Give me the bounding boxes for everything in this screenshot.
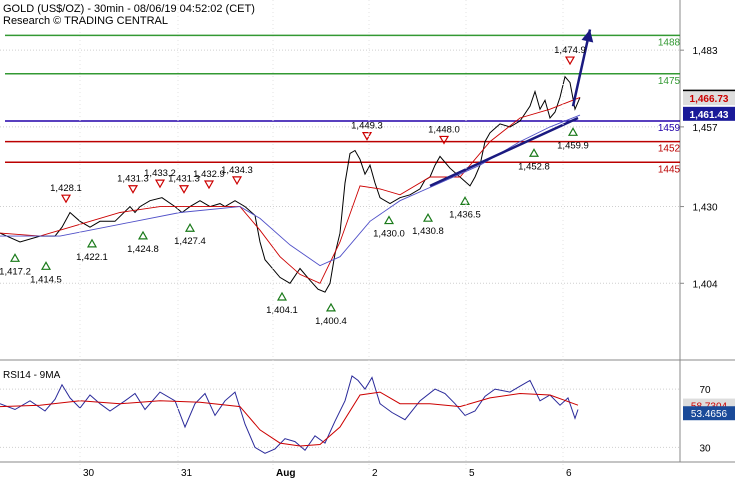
time-axis-label: 5 — [469, 468, 475, 479]
level-label-1452: 1452 — [658, 144, 681, 155]
level-label-1445: 1445 — [658, 164, 681, 175]
rsi-title: RSI14 - 9MA — [3, 370, 61, 381]
trendline-1 — [571, 29, 592, 107]
swing-low-label: 1,404.1 — [266, 305, 298, 316]
current-price-tags: 1,467.251,466.731,461.43 — [683, 89, 735, 121]
swing-low-label: 1,430.0 — [373, 229, 405, 240]
swing-high-label: 1,448.0 — [428, 124, 460, 135]
swing-low-marker — [40, 261, 52, 270]
time-axis-label: 31 — [181, 468, 193, 479]
swing-high-marker — [438, 135, 450, 145]
swing-high-label: 1,449.3 — [351, 121, 383, 132]
swing-low-marker — [528, 148, 540, 157]
swing-low-marker — [325, 302, 337, 312]
price-tag-label: 1,461.43 — [690, 110, 729, 121]
swing-high-label: 1,431.3 — [117, 174, 149, 185]
trendline-0 — [429, 116, 579, 188]
level-label-1459: 1459 — [658, 123, 681, 134]
trendline-arrowhead — [581, 29, 594, 43]
swing-high-marker — [178, 185, 190, 194]
swing-high-label: 1,434.3 — [221, 165, 253, 176]
time-axis-label: 30 — [83, 468, 95, 479]
price-tick-label: 1,430 — [692, 203, 717, 214]
time-axis-label: Aug — [276, 468, 295, 479]
swing-low-label: 1,427.4 — [174, 236, 206, 247]
chart-source: Research © TRADING CENTRAL — [3, 15, 168, 27]
price-tag-label: 1,466.73 — [690, 94, 729, 105]
swing-high-marker — [60, 194, 72, 204]
swing-high-marker — [231, 176, 243, 186]
trendlines — [429, 29, 594, 188]
rsi-tag-box — [683, 406, 735, 421]
rsi-tag-label: 53.4656 — [691, 409, 728, 420]
level-label-1475: 1475 — [658, 76, 681, 87]
swing-low-marker — [383, 215, 395, 225]
swing-low-label: 1,452.8 — [518, 161, 550, 172]
rsi-pane: 703058.730453.4656 — [0, 375, 735, 454]
swing-low-label: 1,430.8 — [412, 226, 444, 237]
rsi-series-line-1 — [0, 391, 579, 447]
chart-title: GOLD (US$/OZ) - 30min - 08/06/19 04:52:0… — [3, 3, 255, 15]
price-tag-box — [683, 91, 735, 106]
rsi-tick-label: 30 — [699, 443, 711, 454]
swing-low-marker — [9, 253, 21, 262]
swing-low-label: 1,436.5 — [449, 209, 481, 220]
swing-low-label: 1,417.2 — [0, 266, 31, 277]
swing-low-label: 1,459.9 — [557, 140, 589, 151]
swing-low-marker — [567, 127, 579, 136]
time-axis-label: 2 — [372, 468, 378, 479]
swing-high-marker — [203, 180, 215, 190]
swing-high-marker — [154, 179, 166, 189]
swing-low-marker — [86, 238, 98, 248]
time-axis-label: 6 — [566, 468, 572, 479]
swing-low-marker — [184, 223, 196, 232]
rsi-series-line-0 — [0, 375, 579, 454]
price-tick-label: 1,457 — [692, 123, 717, 134]
time-axis-labels: 30 31 Aug 2 5 6 — [79, 0, 572, 479]
swing-low-label: 1,400.4 — [315, 316, 347, 327]
swing-low-marker — [422, 212, 434, 222]
price-axis-ticks: 1,483 1,457 1,430 1,404 — [680, 46, 718, 290]
swing-high-label: 1,428.1 — [50, 183, 82, 194]
price-tag-box — [683, 106, 735, 121]
swing-low-label: 1,424.8 — [127, 244, 159, 255]
swing-high-marker — [127, 185, 139, 194]
swing-high-label: 1,474.9 — [554, 45, 586, 56]
swing-high-label: 1,432.9 — [193, 169, 225, 180]
series-line-0 — [0, 75, 581, 293]
swing-low-label: 1,414.5 — [30, 274, 62, 285]
swing-low-marker — [459, 196, 471, 205]
support-resistance-levels: 1488 1475 1459 1452 1445 — [5, 34, 681, 175]
swing-low-label: 1,422.1 — [76, 252, 108, 263]
price-tick-label: 1,483 — [692, 46, 717, 57]
rsi-tick-label: 70 — [699, 385, 711, 396]
swing-high-label: 1,431.3 — [168, 174, 200, 185]
swing-low-marker — [137, 230, 149, 240]
price-tick-label: 1,404 — [692, 279, 717, 290]
price-grid — [0, 49, 680, 284]
swing-low-marker — [276, 291, 288, 301]
level-label-1488: 1488 — [658, 37, 681, 48]
series-line-1 — [0, 96, 581, 284]
swing-high-marker — [564, 56, 576, 66]
swing-high-label: 1,433.2 — [144, 168, 176, 179]
swing-labels: 1,417.21,414.5 1,428.1 1,422.1 1,424.8 1,431… — [0, 45, 589, 327]
